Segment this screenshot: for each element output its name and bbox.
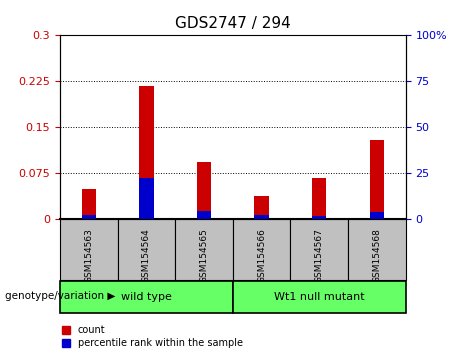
Text: GSM154568: GSM154568 — [372, 229, 381, 284]
Bar — [254, 196, 269, 219]
Bar — [82, 189, 96, 219]
Bar — [370, 212, 384, 219]
Text: GSM154565: GSM154565 — [200, 229, 208, 284]
Bar — [60, 219, 118, 280]
Text: GSM154564: GSM154564 — [142, 229, 151, 283]
Bar — [139, 178, 154, 219]
Text: GSM154566: GSM154566 — [257, 229, 266, 284]
Bar — [175, 219, 233, 280]
Text: genotype/variation ▶: genotype/variation ▶ — [5, 291, 115, 301]
Bar — [290, 219, 348, 280]
Bar — [233, 219, 290, 280]
Bar — [312, 178, 326, 219]
Bar — [197, 162, 211, 219]
Bar — [233, 281, 406, 313]
Bar — [348, 219, 406, 280]
Bar — [139, 86, 154, 219]
Bar — [60, 281, 233, 313]
Text: GSM154563: GSM154563 — [84, 229, 93, 284]
Bar — [312, 216, 326, 219]
Bar — [118, 219, 175, 280]
Text: GSM154567: GSM154567 — [315, 229, 324, 284]
Legend: count, percentile rank within the sample: count, percentile rank within the sample — [60, 324, 245, 350]
Bar — [370, 140, 384, 219]
Title: GDS2747 / 294: GDS2747 / 294 — [175, 16, 291, 32]
Bar — [197, 211, 211, 219]
Text: wild type: wild type — [121, 292, 172, 302]
Bar — [82, 215, 96, 219]
Text: Wt1 null mutant: Wt1 null mutant — [274, 292, 365, 302]
Bar — [254, 215, 269, 219]
